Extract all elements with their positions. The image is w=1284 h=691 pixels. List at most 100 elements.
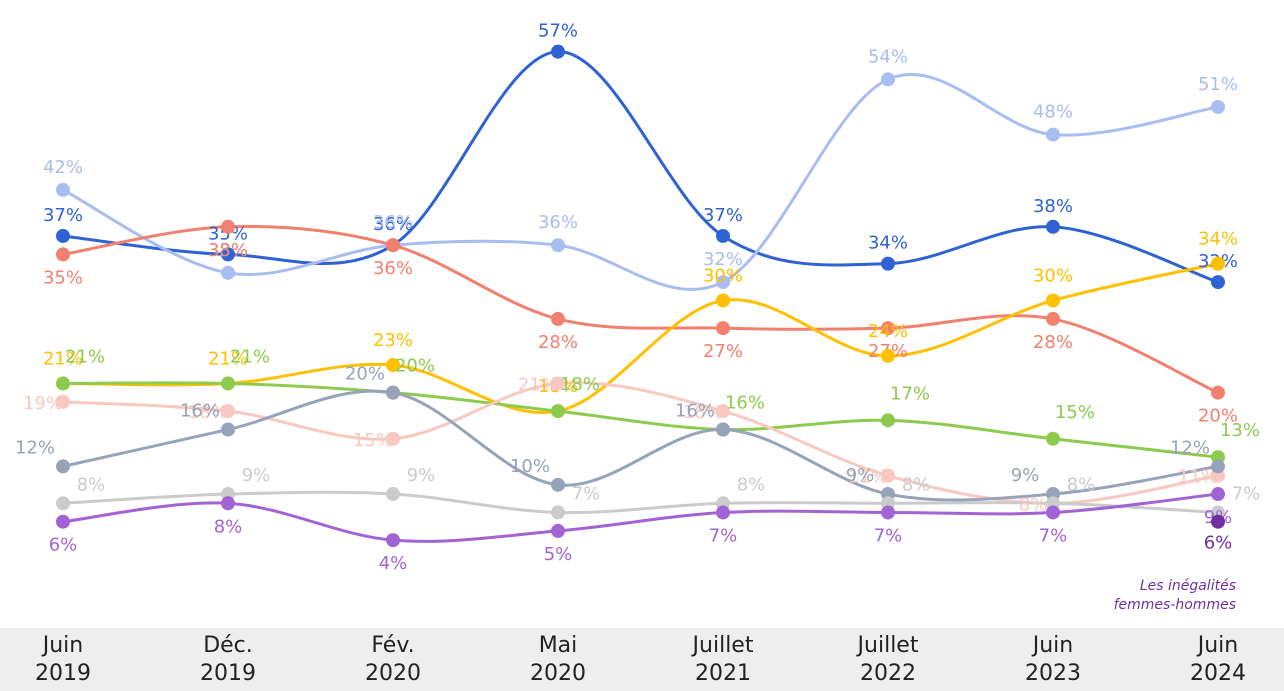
- data-label: 32%: [703, 249, 743, 270]
- data-point: [56, 228, 70, 243]
- data-point: [221, 247, 235, 262]
- data-label: 27%: [703, 341, 743, 362]
- x-tick-label: Juin 2023: [1025, 633, 1081, 686]
- data-label: 21%: [208, 348, 248, 369]
- data-label: 7%: [709, 525, 738, 546]
- data-label: 16%: [675, 401, 715, 422]
- x-axis: Juin 2019 Déc. 2019 Fév. 2020 Mai 2020 Juill…: [0, 628, 1284, 691]
- data-label: 42%: [43, 157, 83, 178]
- data-label: 18%: [560, 374, 600, 395]
- data-point: [1046, 505, 1060, 520]
- chart: 37%35%36%57%37%34%38%32%42%33%36%36%32%5…: [15, 21, 1260, 613]
- data-label: 51%: [1198, 74, 1238, 95]
- data-point: [1046, 219, 1060, 234]
- data-point: [716, 321, 730, 336]
- data-point: [1211, 256, 1225, 271]
- x-tick-label: Fév. 2020: [365, 633, 421, 686]
- series-line: [62, 262, 1219, 414]
- data-label: 19%: [23, 393, 63, 414]
- data-label: 37%: [43, 205, 83, 226]
- data-label: 35%: [43, 267, 83, 288]
- series-line: [62, 225, 1219, 395]
- data-label: 8%: [737, 474, 766, 495]
- data-point: [551, 477, 565, 492]
- data-point: [221, 219, 235, 234]
- data-point: [551, 505, 565, 520]
- data-label: 11%: [848, 467, 888, 488]
- data-point: [881, 348, 895, 363]
- data-label: 57%: [538, 21, 578, 42]
- data-point: [386, 358, 400, 373]
- series-line: [62, 50, 1219, 284]
- data-label: 36%: [538, 212, 578, 233]
- data-point: [551, 44, 565, 59]
- data-point: [221, 376, 235, 391]
- data-point: [386, 431, 400, 446]
- data-label: 7%: [874, 525, 903, 546]
- data-point: [1211, 459, 1225, 474]
- x-tick-label: Juillet 2022: [857, 633, 919, 686]
- data-label: 20%: [1198, 406, 1238, 427]
- data-label: 6%: [49, 535, 78, 556]
- data-point: [1211, 385, 1225, 400]
- x-tick-label: Déc. 2019: [200, 633, 256, 686]
- data-point: [221, 265, 235, 280]
- data-label: 36%: [373, 214, 413, 235]
- data-label: 30%: [703, 266, 743, 287]
- data-point: [1211, 99, 1225, 114]
- series-line: [62, 389, 1219, 502]
- data-label: 54%: [868, 46, 908, 67]
- data-label: 16%: [180, 401, 220, 422]
- data-point: [716, 275, 730, 290]
- data-point: [1046, 311, 1060, 326]
- series-line: [62, 72, 1219, 291]
- data-point: [881, 505, 895, 520]
- data-label: 36%: [373, 258, 413, 279]
- data-point: [56, 496, 70, 511]
- data-label: 8%: [1019, 494, 1048, 515]
- x-tick-label: Juillet 2021: [692, 633, 754, 686]
- data-point: [881, 72, 895, 87]
- series-line: [62, 490, 1219, 515]
- data-label: 15%: [353, 430, 393, 451]
- data-point: [881, 468, 895, 483]
- data-label: 48%: [1033, 102, 1073, 123]
- data-point: [1046, 431, 1060, 446]
- data-label: 20%: [395, 356, 435, 377]
- data-label: 21%: [230, 346, 270, 367]
- data-point: [386, 238, 400, 253]
- data-label: 5%: [544, 544, 573, 565]
- series-line: [62, 381, 1219, 505]
- data-label: 12%: [1170, 437, 1210, 458]
- data-point: [56, 182, 70, 197]
- x-tick-label: Mai 2020: [530, 633, 586, 686]
- data-point: [1211, 275, 1225, 290]
- data-label: 38%: [1033, 196, 1073, 217]
- data-label: 37%: [703, 205, 743, 226]
- data-label: 23%: [373, 330, 413, 351]
- data-point: [551, 238, 565, 253]
- data-label: 9%: [407, 465, 436, 486]
- data-point: [716, 293, 730, 308]
- data-label: 28%: [538, 332, 578, 353]
- data-point: [1046, 293, 1060, 308]
- annotation-line: Les inégalités: [1140, 578, 1236, 594]
- annotation-line: femmes-hommes: [1114, 597, 1236, 613]
- data-label: 34%: [868, 233, 908, 254]
- x-tick-label: Juin 2024: [1190, 633, 1246, 686]
- series-line: [62, 492, 1219, 543]
- data-label: 20%: [345, 364, 385, 385]
- data-point: [716, 422, 730, 437]
- data-label: 35%: [208, 223, 248, 244]
- data-point: [1211, 514, 1225, 529]
- data-point: [716, 505, 730, 520]
- data-point: [56, 247, 70, 262]
- data-label: 8%: [902, 474, 931, 495]
- data-label: 9%: [242, 465, 271, 486]
- data-point: [221, 404, 235, 419]
- data-label: 8%: [1067, 474, 1096, 495]
- data-label: 9%: [846, 465, 875, 486]
- data-point: [551, 523, 565, 538]
- data-label: 34%: [1198, 229, 1238, 250]
